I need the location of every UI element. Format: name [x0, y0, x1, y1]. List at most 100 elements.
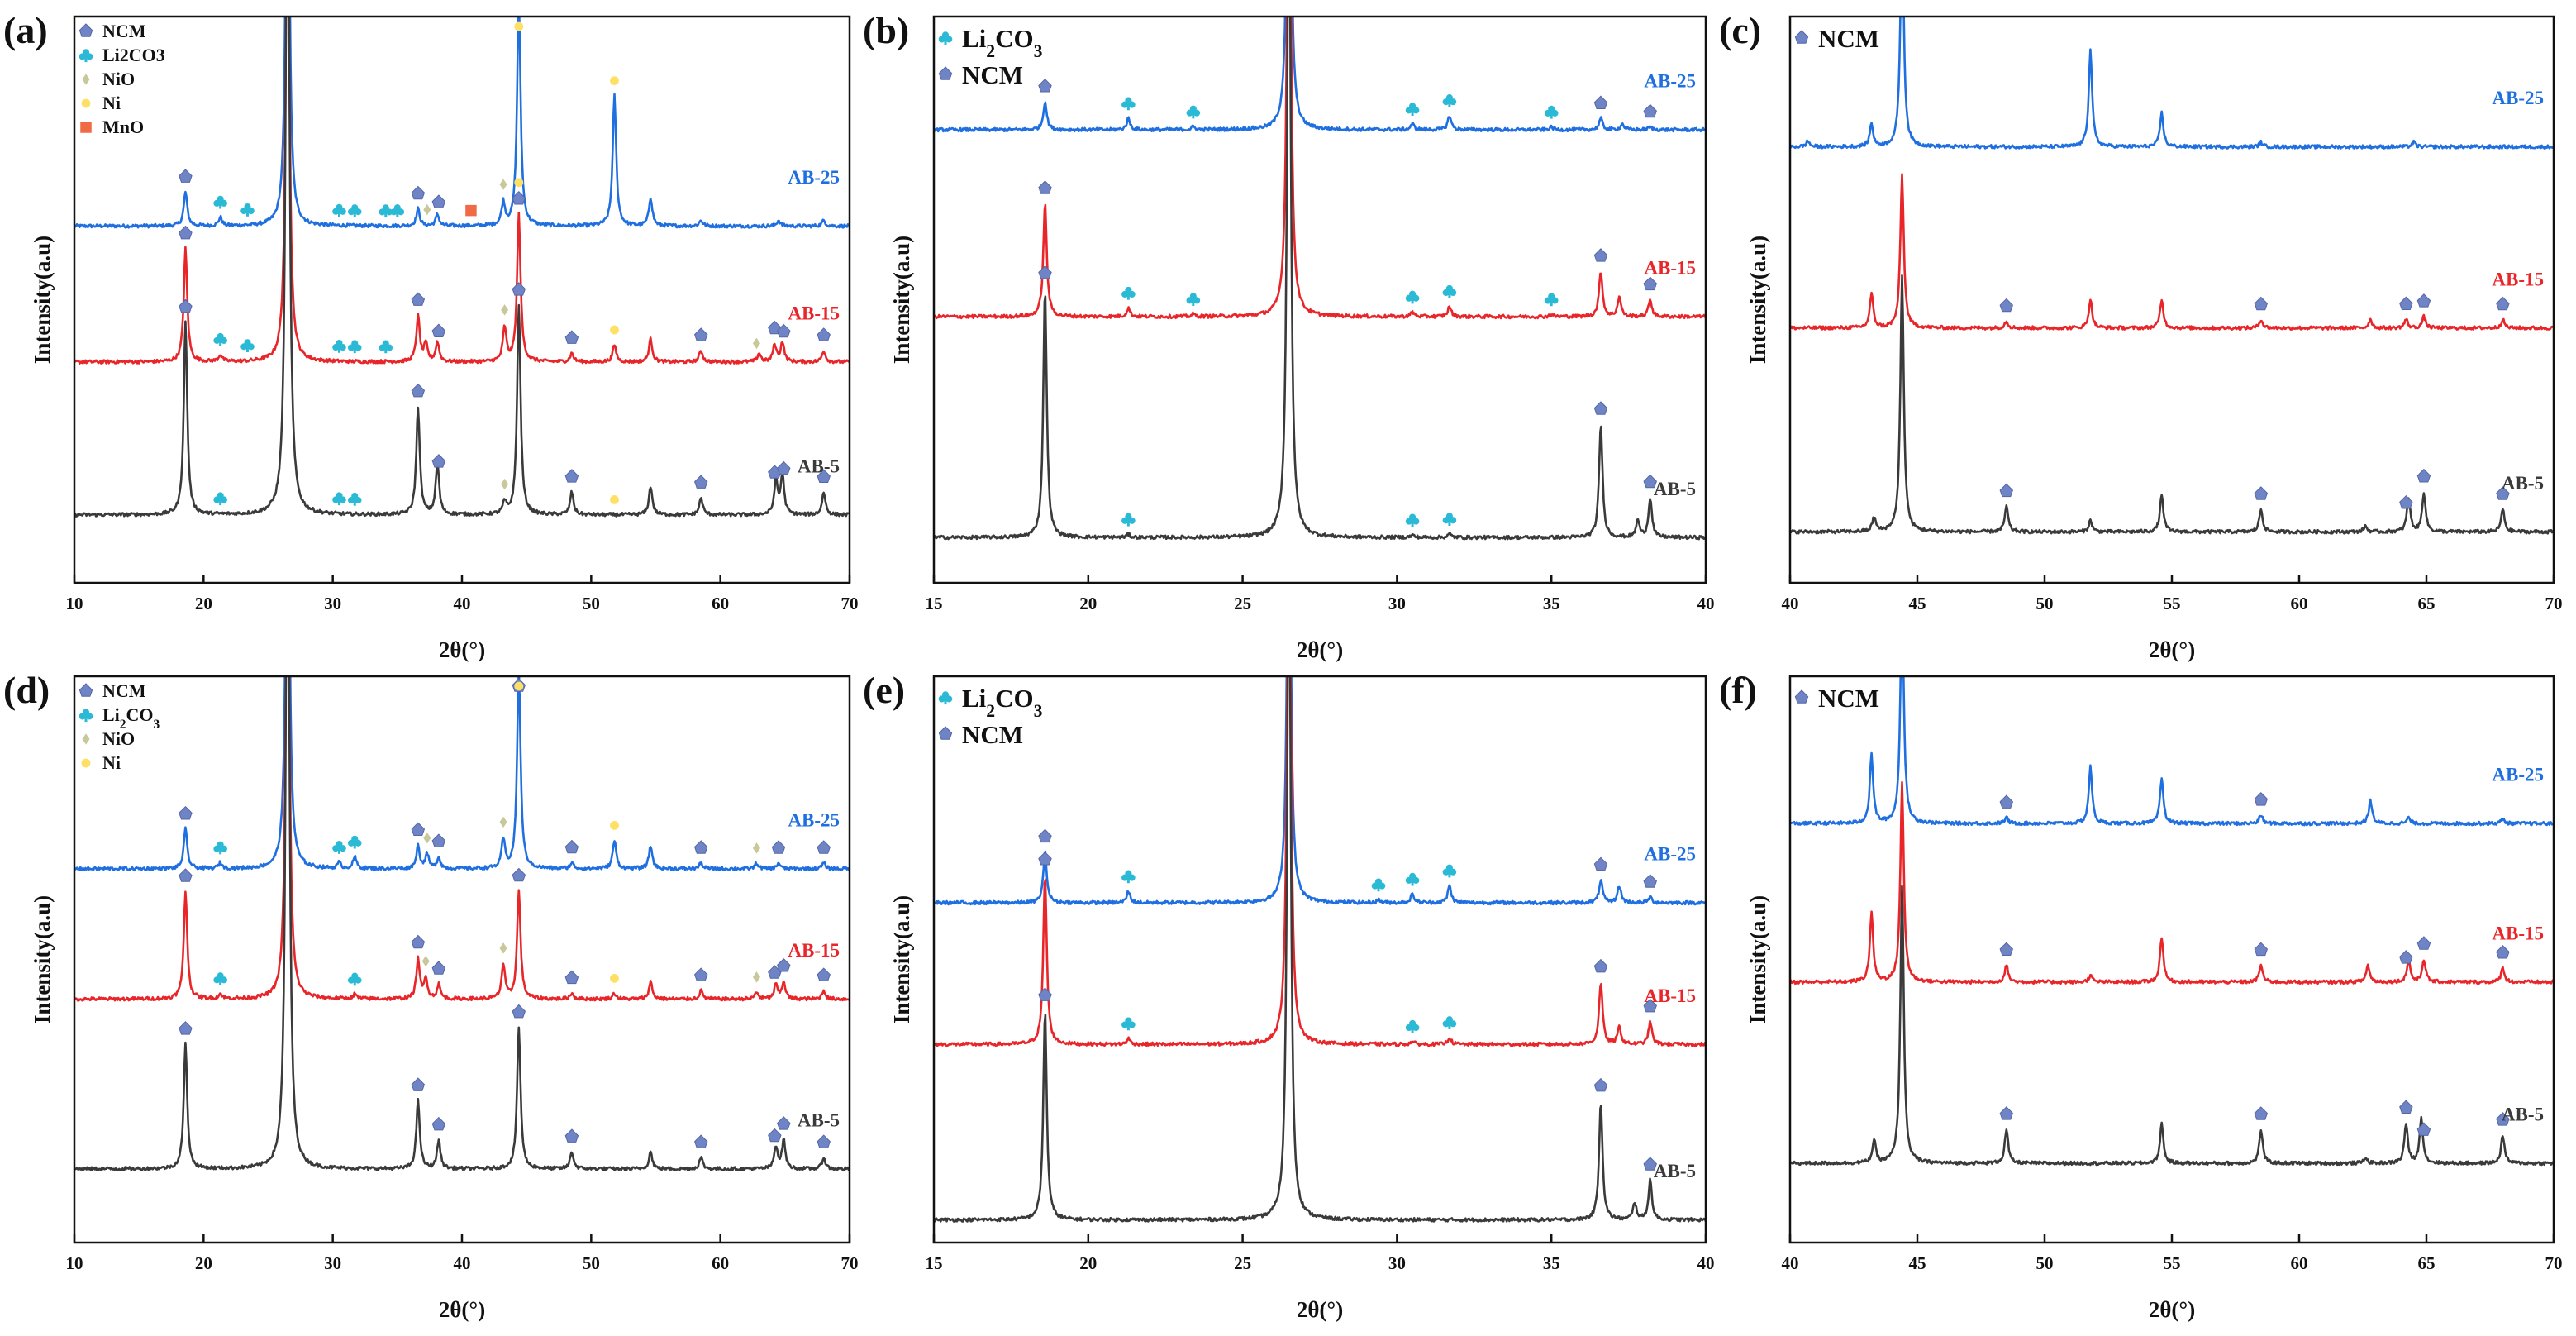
marker-ncm-marker: [771, 840, 786, 854]
marker-li2co3-marker: [1121, 1017, 1136, 1031]
marker-ncm-marker: [777, 323, 791, 338]
traces: [934, 17, 1706, 541]
marker-li2co3-marker: [1405, 513, 1420, 527]
marker-li2co3-marker: [332, 203, 346, 217]
club-lobe: [1412, 107, 1420, 114]
marker-ncm-marker: [2254, 942, 2269, 957]
x-tick-label: 30: [324, 1253, 341, 1273]
club-lobe: [86, 713, 93, 720]
trace-ab-15: [74, 676, 850, 1002]
x-tick-label: 25: [1234, 594, 1251, 613]
markers-ab-5: [1999, 1100, 2510, 1136]
marker-ncm-marker: [1038, 78, 1052, 93]
marker-li2co3-marker: [213, 841, 227, 855]
marker-ncm-marker: [1643, 103, 1657, 118]
plot-frame: [1788, 15, 2555, 584]
x-tick-label: 40: [454, 1253, 471, 1273]
traces: [934, 676, 1706, 1223]
club-lobe: [355, 839, 362, 847]
marker-li2co3-marker: [1186, 293, 1201, 307]
x-tick-label: 65: [2418, 1253, 2436, 1273]
club-lobe: [1128, 1021, 1136, 1028]
legend-label: NiO: [102, 728, 135, 749]
series-label-ab-25: AB-25: [1644, 844, 1696, 865]
marker-ncm-marker: [2399, 296, 2413, 311]
x-tick-label: 60: [712, 594, 729, 613]
marker-li2co3-marker: [1544, 105, 1559, 119]
club-lobe: [1121, 290, 1129, 298]
club-lobe: [390, 208, 398, 216]
series-label-ab-5: AB-5: [1654, 1161, 1696, 1181]
club-stem: [245, 209, 249, 217]
x-tick-label: 60: [2291, 1253, 2308, 1273]
club-stem: [944, 38, 947, 45]
x-tick-label: 50: [583, 1253, 600, 1273]
markers-ab-5: [1038, 987, 1657, 1171]
x-axis-label: 2θ(°): [1297, 637, 1343, 662]
club-stem: [337, 499, 340, 506]
trace-ab-5: [934, 17, 1706, 541]
legend-label: NCM: [102, 21, 146, 41]
club-lobe: [355, 208, 362, 216]
club-lobe: [240, 208, 248, 215]
club-lobe: [1121, 101, 1129, 108]
x-tick-label: 20: [195, 594, 212, 613]
marker-ncm-marker: [512, 867, 526, 882]
marker-ncm-marker: [564, 1128, 579, 1143]
marker-ncm-marker: [1038, 828, 1052, 843]
marker-li2co3-marker: [1442, 1016, 1457, 1029]
plot-frame: [932, 15, 1707, 584]
marker-ni-marker: [514, 681, 524, 691]
marker-ni-marker: [610, 820, 619, 830]
traces: [1790, 17, 2554, 535]
x-tick-label: 35: [1543, 594, 1560, 613]
marker-li2co3-marker: [1442, 94, 1457, 107]
marker-ncm-marker: [1038, 265, 1052, 279]
series-label-ab-5: AB-5: [2502, 1105, 2544, 1125]
club-stem: [1377, 885, 1380, 892]
x-axis-label: 2θ(°): [2149, 637, 2195, 662]
club-stem: [1411, 297, 1414, 304]
club-lobe: [1450, 868, 1457, 876]
marker-ni-marker: [610, 325, 619, 335]
marker-ncm-marker: [1643, 474, 1657, 489]
x-tick-label: 40: [454, 594, 471, 613]
legend-label: NCM: [962, 60, 1023, 89]
club-lobe: [220, 496, 227, 503]
y-axis-label: Intensity(a.u): [30, 236, 55, 364]
club-lobe: [355, 976, 362, 984]
club-lobe: [1128, 101, 1136, 108]
plot-frame: [73, 15, 851, 584]
marker-ncm-marker: [1593, 856, 1608, 871]
marker-ncm-marker: [817, 1134, 831, 1148]
series-label-ab-25: AB-25: [2492, 88, 2544, 108]
marker-li2co3-marker: [379, 204, 393, 218]
club-stem: [1448, 518, 1451, 526]
club-lobe: [347, 839, 355, 847]
marker-ncm-marker: [1593, 1077, 1608, 1092]
x-tick-label: 50: [2036, 594, 2054, 613]
marker-ncm-marker: [817, 967, 831, 981]
club-lobe: [347, 344, 355, 351]
marker-li2co3-marker: [240, 339, 255, 352]
marker-nio-marker: [501, 304, 509, 316]
x-tick-label: 70: [841, 1253, 859, 1273]
marker-ncm-marker: [1999, 298, 2014, 313]
series-label-ab-5: AB-5: [798, 456, 840, 476]
panel-letter: (c): [1719, 9, 1761, 51]
club-lobe: [1405, 1023, 1412, 1032]
y-axis-label: Intensity(a.u): [1745, 236, 1770, 364]
x-tick-label: 60: [2291, 594, 2308, 613]
marker-ncm-marker: [411, 292, 426, 306]
marker-ncm-marker: [431, 833, 446, 847]
marker-li2co3-marker: [347, 492, 362, 506]
marker-li2co3-marker: [347, 835, 362, 849]
club-lobe: [86, 53, 93, 60]
x-tick-label: 55: [2164, 1253, 2181, 1273]
marker-ncm-marker: [777, 957, 791, 972]
marker-li2co3-marker: [347, 340, 362, 354]
marker-li2co3-marker: [213, 492, 227, 506]
marker-ncm-marker: [2496, 1112, 2510, 1126]
